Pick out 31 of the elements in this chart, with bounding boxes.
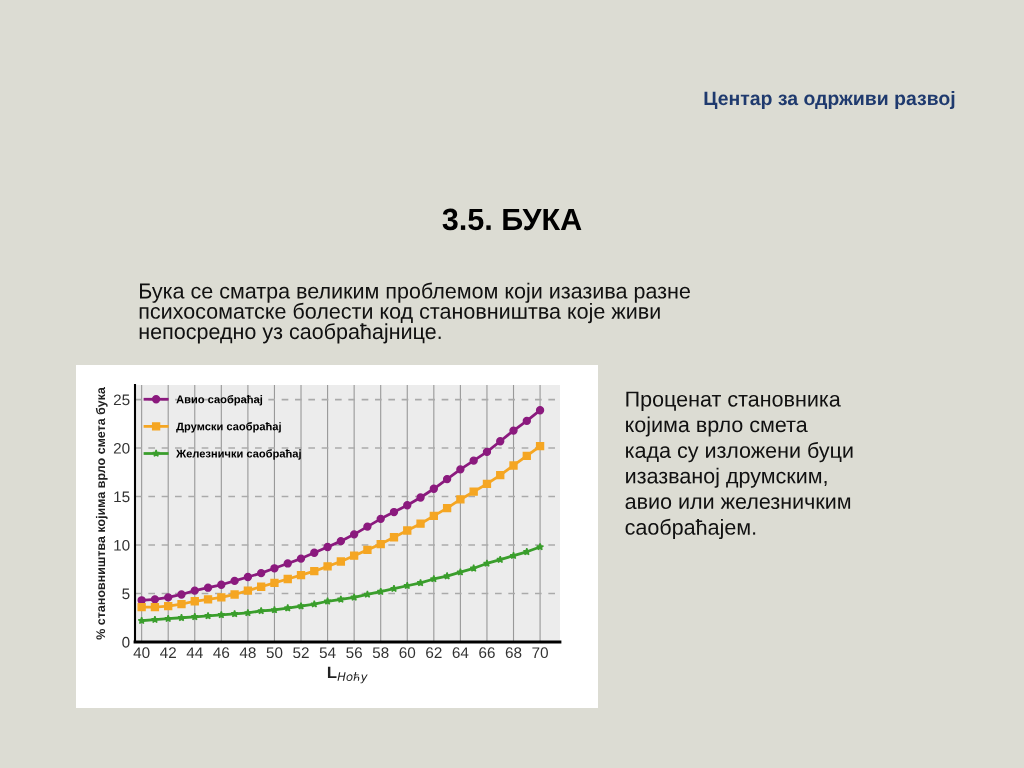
x-tick-label: 46 bbox=[213, 647, 230, 659]
x-tick-label: 60 bbox=[399, 647, 416, 659]
y-tick-label: 20 bbox=[113, 442, 130, 454]
x-tick-label: 40 bbox=[133, 647, 150, 659]
x-tick-label: 42 bbox=[160, 647, 176, 658]
y-tick-label: 0 bbox=[122, 636, 130, 648]
x-tick-label: 54 bbox=[319, 647, 336, 659]
x-axis-title: L$_{Ноћу}$ bbox=[327, 666, 368, 684]
x-tick-label: 70 bbox=[532, 647, 548, 659]
x-tick-label: 50 bbox=[266, 647, 283, 659]
text: Проценат становника којима врло смета када су изложени буци изазваној друмским, авио или железничким саобраћајем. bbox=[625, 391, 853, 540]
x-tick-label: 64 bbox=[452, 647, 469, 659]
x-tick-label: 62 bbox=[426, 647, 442, 659]
x-tick-label: 58 bbox=[372, 647, 389, 659]
x-tick-label: 52 bbox=[293, 647, 309, 659]
x-tick-label: 66 bbox=[479, 647, 495, 659]
x-tick-label: 56 bbox=[346, 647, 362, 659]
y-tick-label: 25 bbox=[113, 394, 130, 406]
x-tick-label: 44 bbox=[186, 647, 203, 658]
y-axis-title: % становништва којима врло смета бука bbox=[95, 387, 108, 640]
text: Бука се сматра великим проблемом који изазива разне психосоматске болести код становништва које живи непосредно уз саобраћајнице. bbox=[139, 282, 690, 344]
legend-label: Друмски саобраћај bbox=[176, 422, 281, 433]
y-tick-label: 10 bbox=[114, 539, 130, 551]
legend-label: Авио саобраћај bbox=[176, 395, 263, 406]
x-tick-label: 48 bbox=[239, 647, 256, 659]
y-tick-label: 5 bbox=[122, 588, 130, 600]
text: Центар за одрживи развој bbox=[704, 90, 955, 110]
x-tick-label: 68 bbox=[505, 647, 522, 659]
legend-label: Железнички саобраћај bbox=[176, 449, 301, 460]
chart-title: 3.5. БУКА bbox=[442, 208, 582, 231]
y-tick-label: 15 bbox=[114, 491, 130, 503]
